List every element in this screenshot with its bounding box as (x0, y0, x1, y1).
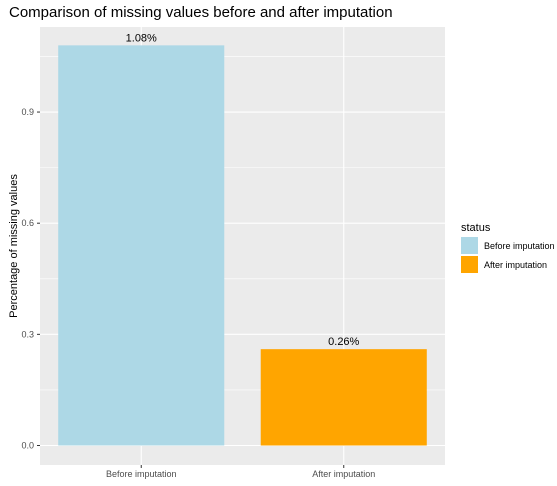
y-tick-label: 0.9 (21, 107, 34, 117)
x-tick-label: After imputation (312, 469, 375, 479)
bar-after-imputation (260, 349, 427, 446)
y-tick-label: 0.0 (21, 441, 34, 451)
y-tick-label: 0.3 (21, 329, 34, 339)
bars (58, 45, 427, 446)
legend-key-before-imputation (461, 237, 478, 254)
y-axis-title: Percentage of missing values (8, 174, 20, 318)
y-axis-ticks: 0.0 0.3 0.6 0.9 (21, 107, 40, 451)
x-tick-label: Before imputation (106, 469, 177, 479)
data-labels: 1.08% 0.26% (126, 32, 360, 348)
data-label: 0.26% (328, 336, 359, 348)
legend-key-after-imputation (461, 256, 478, 273)
legend-label: Before imputation (484, 241, 555, 251)
x-axis-ticks: Before imputation After imputation (106, 465, 375, 479)
legend-items: Before imputation After imputation (461, 237, 555, 273)
bar-before-imputation (58, 45, 225, 446)
data-label: 1.08% (126, 32, 157, 44)
legend: status Before imputation After imputation (461, 222, 555, 273)
legend-label: After imputation (484, 260, 547, 270)
legend-title: status (461, 222, 491, 234)
chart-title: Comparison of missing values before and … (9, 4, 393, 21)
y-tick-label: 0.6 (21, 218, 34, 228)
